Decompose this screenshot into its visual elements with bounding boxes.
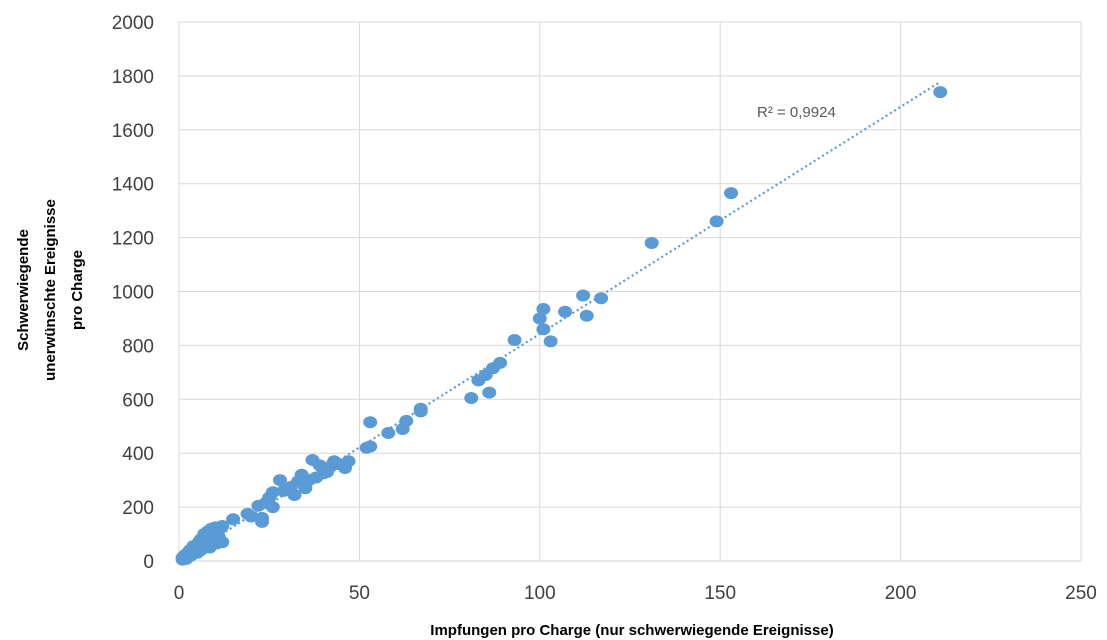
x-axis-tick-labels: 0 50 100 150 200 250: [174, 583, 1097, 604]
y-tick-label: 1200: [112, 229, 154, 250]
r-squared-label: R² = 0,9924: [757, 104, 836, 121]
y-tick-label: 200: [122, 498, 154, 519]
data-point: [536, 303, 551, 316]
data-point: [273, 474, 288, 487]
data-point: [244, 510, 259, 523]
y-tick-label: 2000: [112, 13, 154, 34]
y-axis-title: Schwerwiegende unerwünschte Ereignisse p…: [15, 199, 86, 381]
data-point: [543, 335, 558, 348]
y-tick-label: 1400: [112, 175, 154, 196]
data-point: [215, 519, 230, 532]
data-point: [482, 386, 497, 399]
data-point: [536, 323, 551, 336]
data-point: [363, 416, 378, 429]
data-point: [576, 289, 591, 302]
y-axis-title-line-3: pro Charge: [69, 250, 86, 330]
data-point: [464, 391, 479, 404]
data-point: [933, 86, 948, 99]
data-point: [579, 309, 594, 322]
x-tick-label: 100: [524, 583, 556, 604]
data-point: [724, 187, 739, 200]
y-tick-label: 600: [122, 390, 154, 411]
y-tick-label: 1600: [112, 121, 154, 142]
gridlines: [178, 21, 1082, 562]
data-point: [226, 513, 241, 526]
y-tick-label: 1800: [112, 67, 154, 88]
y-axis-tick-labels: 0 200 400 600 800 1000 1200 1400 1600 1800 2000: [112, 13, 154, 573]
y-tick-label: 0: [143, 552, 154, 573]
x-tick-label: 0: [174, 583, 185, 604]
data-point: [341, 455, 356, 468]
x-tick-label: 150: [704, 583, 736, 604]
data-point: [507, 334, 522, 347]
data-point: [287, 488, 302, 501]
data-point: [254, 515, 269, 528]
data-point: [363, 440, 378, 453]
data-point: [215, 536, 230, 549]
y-tick-label: 400: [122, 444, 154, 465]
y-tick-label: 800: [122, 336, 154, 357]
data-point: [381, 426, 396, 439]
data-point: [594, 292, 609, 305]
y-tick-label: 1000: [112, 283, 154, 304]
x-axis-title: Impfungen pro Charge (nur schwerwiegende…: [430, 622, 833, 639]
x-tick-label: 50: [349, 583, 370, 604]
x-tick-label: 250: [1065, 583, 1097, 604]
data-point: [493, 356, 508, 369]
x-tick-label: 200: [885, 583, 917, 604]
data-point: [265, 486, 280, 499]
y-axis-title-line-1: Schwerwiegende: [15, 229, 32, 351]
data-points: [175, 86, 948, 566]
data-point: [644, 236, 659, 249]
y-axis-title-line-2: unerwünschte Ereignisse: [42, 199, 59, 381]
data-point: [399, 414, 414, 427]
data-point: [532, 312, 547, 325]
